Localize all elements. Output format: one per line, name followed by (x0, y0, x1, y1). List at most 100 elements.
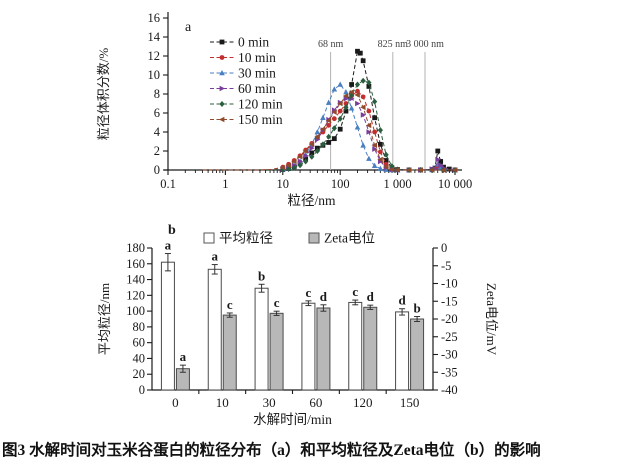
svg-text:0: 0 (139, 383, 145, 397)
reference-lines: 68 nm 825 nm3 000 nm (318, 39, 444, 170)
svg-text:14: 14 (148, 30, 161, 44)
svg-text:-5: -5 (441, 259, 451, 273)
svg-text:平均粒径: 平均粒径 (219, 231, 273, 246)
zeta-bar (269, 312, 284, 391)
zeta-bar (222, 314, 237, 391)
svg-text:c: c (306, 285, 312, 300)
svg-text:a: a (185, 20, 192, 35)
svg-text:3 000 nm: 3 000 nm (406, 39, 444, 50)
panel-a-x-axis-label: 粒径/nm (287, 193, 336, 208)
svg-text:40: 40 (133, 351, 146, 365)
svg-text:60: 60 (133, 336, 146, 350)
panel-a-label: a (185, 20, 192, 35)
svg-text:160: 160 (126, 257, 145, 271)
panel-b-legend: 平均粒径 Zeta电位 (203, 231, 375, 246)
svg-text:c: c (274, 295, 280, 310)
svg-text:2: 2 (154, 144, 160, 158)
svg-text:0: 0 (441, 241, 447, 255)
svg-text:b: b (413, 301, 420, 316)
figure-caption: 图3 水解时间对玉米谷蛋白的粒径分布（a）和平均粒径及Zeta电位（b）的影响 (2, 442, 541, 459)
svg-text:10 000: 10 000 (438, 177, 472, 191)
svg-text:30 min: 30 min (238, 66, 276, 81)
svg-text:0: 0 (154, 163, 160, 177)
bar-group-10: ac (207, 249, 237, 391)
svg-text:150 min: 150 min (238, 112, 283, 127)
svg-text:10: 10 (216, 395, 229, 410)
svg-text:20: 20 (133, 367, 146, 381)
svg-text:1: 1 (222, 177, 228, 191)
svg-text:60 min: 60 min (238, 81, 276, 96)
svg-text:b: b (168, 223, 176, 238)
svg-text:120: 120 (126, 288, 145, 302)
svg-text:80: 80 (133, 320, 146, 334)
mean-size-bar (254, 287, 269, 391)
panel-b-right-axis-label: Zeta电位/mV (484, 283, 499, 356)
particle-size-distribution-chart: 0 2 4 6 8 10 12 14 16 0.1 1 10 100 1 000 10 000 粒径/nm 粒径… (96, 11, 473, 208)
svg-text:16: 16 (148, 11, 161, 25)
bar-group-0: aa (160, 238, 190, 391)
svg-text:水解时间/min: 水解时间/min (253, 412, 332, 427)
svg-text:68 nm: 68 nm (318, 39, 344, 50)
mean-size-bar (160, 261, 175, 391)
svg-text:150: 150 (400, 395, 420, 410)
svg-text:-25: -25 (441, 330, 458, 344)
svg-text:1 000: 1 000 (384, 177, 412, 191)
svg-text:-20: -20 (441, 312, 458, 326)
svg-text:10 min: 10 min (238, 50, 276, 65)
zeta-bar (410, 318, 425, 391)
svg-text:0.1: 0.1 (160, 177, 176, 191)
svg-text:60: 60 (309, 395, 322, 410)
svg-text:120: 120 (353, 395, 373, 410)
svg-text:100: 100 (331, 177, 350, 191)
svg-text:Zeta电位/mV: Zeta电位/mV (484, 283, 499, 356)
mean-size-bar (395, 311, 410, 391)
svg-text:b: b (258, 268, 265, 283)
zeta-bar (363, 306, 378, 391)
panel-b-left-axis-label: 平均粒径/nm (97, 283, 112, 355)
svg-text:-35: -35 (441, 365, 458, 379)
svg-text:825 nm: 825 nm (378, 39, 409, 50)
svg-text:d: d (398, 293, 406, 308)
panel-a-axes: 0 2 4 6 8 10 12 14 16 0.1 1 10 100 1 000 10 000 (148, 11, 473, 191)
svg-text:12: 12 (148, 49, 161, 63)
svg-text:-30: -30 (441, 348, 458, 362)
svg-text:180: 180 (126, 241, 145, 255)
mean-size-bar (301, 302, 316, 391)
svg-text:Zeta电位: Zeta电位 (324, 231, 375, 246)
svg-text:平均粒径/nm: 平均粒径/nm (97, 283, 112, 355)
series-150-min (202, 89, 458, 173)
svg-text:0 min: 0 min (238, 35, 269, 50)
svg-text:a: a (212, 249, 219, 264)
zeta-bar (316, 307, 331, 391)
panel-b-label: b (168, 223, 176, 238)
panel-a-y-axis-label: 粒径体积分数/% (96, 48, 111, 141)
svg-text:-15: -15 (441, 294, 458, 308)
svg-text:10: 10 (148, 68, 161, 82)
svg-text:0: 0 (172, 395, 179, 410)
svg-text:-40: -40 (441, 383, 458, 397)
mean-size-bar (348, 301, 363, 391)
svg-text:10: 10 (277, 177, 290, 191)
svg-text:4: 4 (154, 125, 161, 139)
panel-b-x-axis-label: 0 10 30 60 120 150 水解时间/min (172, 395, 419, 427)
svg-text:100: 100 (126, 304, 145, 318)
svg-text:30: 30 (263, 395, 276, 410)
svg-text:d: d (320, 289, 328, 304)
svg-text:c: c (352, 284, 358, 299)
svg-text:-10: -10 (441, 277, 458, 291)
svg-text:120 min: 120 min (238, 97, 283, 112)
svg-text:8: 8 (154, 87, 160, 101)
svg-text:d: d (367, 289, 375, 304)
svg-text:140: 140 (126, 273, 145, 287)
mean-size-bar (207, 268, 222, 391)
svg-text:6: 6 (154, 106, 160, 120)
svg-text:粒径/nm: 粒径/nm (287, 193, 336, 208)
svg-text:a: a (165, 238, 172, 253)
svg-text:a: a (180, 349, 187, 364)
